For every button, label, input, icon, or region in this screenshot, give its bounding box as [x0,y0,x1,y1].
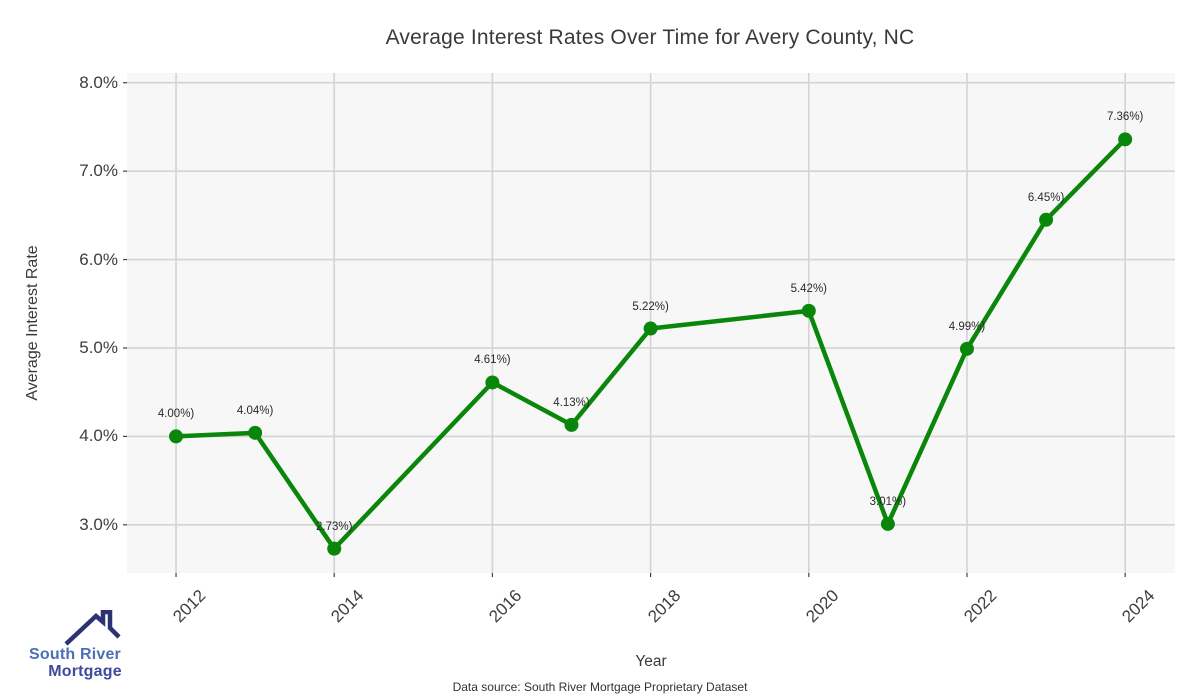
data-point [485,375,500,390]
point-label: 4.00%) [157,408,195,421]
point-label: 4.13%) [553,396,590,409]
data-point [564,417,579,432]
point-label: 4.61%) [474,354,511,367]
point-label: 2.73%) [316,520,353,533]
point-label: 5.22%) [632,300,669,313]
data-point [169,429,184,444]
x-axis-title: Year [635,653,667,670]
data-point [248,425,263,440]
logo-house-icon [64,610,121,646]
point-label: 4.04%) [236,404,274,417]
point-label: 4.99%) [948,320,986,333]
y-tick-label: 4.0% [79,426,118,446]
data-point [327,541,342,556]
logo-text-primary: South River [29,646,121,663]
point-label: 7.36%) [1106,111,1144,124]
data-point [1118,132,1133,147]
roof-icon [64,610,121,646]
logo-text-secondary: Mortgage [48,663,122,680]
data-point [643,321,658,336]
y-tick-label: 7.0% [79,161,118,181]
point-label: 3.01%) [869,495,907,508]
data-point [801,303,816,318]
data-point [959,341,974,356]
point-label: 6.45%) [1027,191,1065,204]
data-point [1039,212,1054,227]
y-tick-label: 3.0% [79,514,118,534]
logo: South River Mortgage [16,610,134,688]
data-source: Data source: South River Mortgage Propri… [452,680,748,694]
y-tick-label: 8.0% [79,72,118,92]
y-tick-label: 6.0% [79,249,118,269]
y-axis-title: Average Interest Rate [24,245,41,401]
chart-title: Average Interest Rates Over Time for Ave… [385,26,915,49]
point-label: 5.42%) [790,282,827,295]
data-point [880,516,895,531]
y-tick-label: 5.0% [79,337,118,357]
